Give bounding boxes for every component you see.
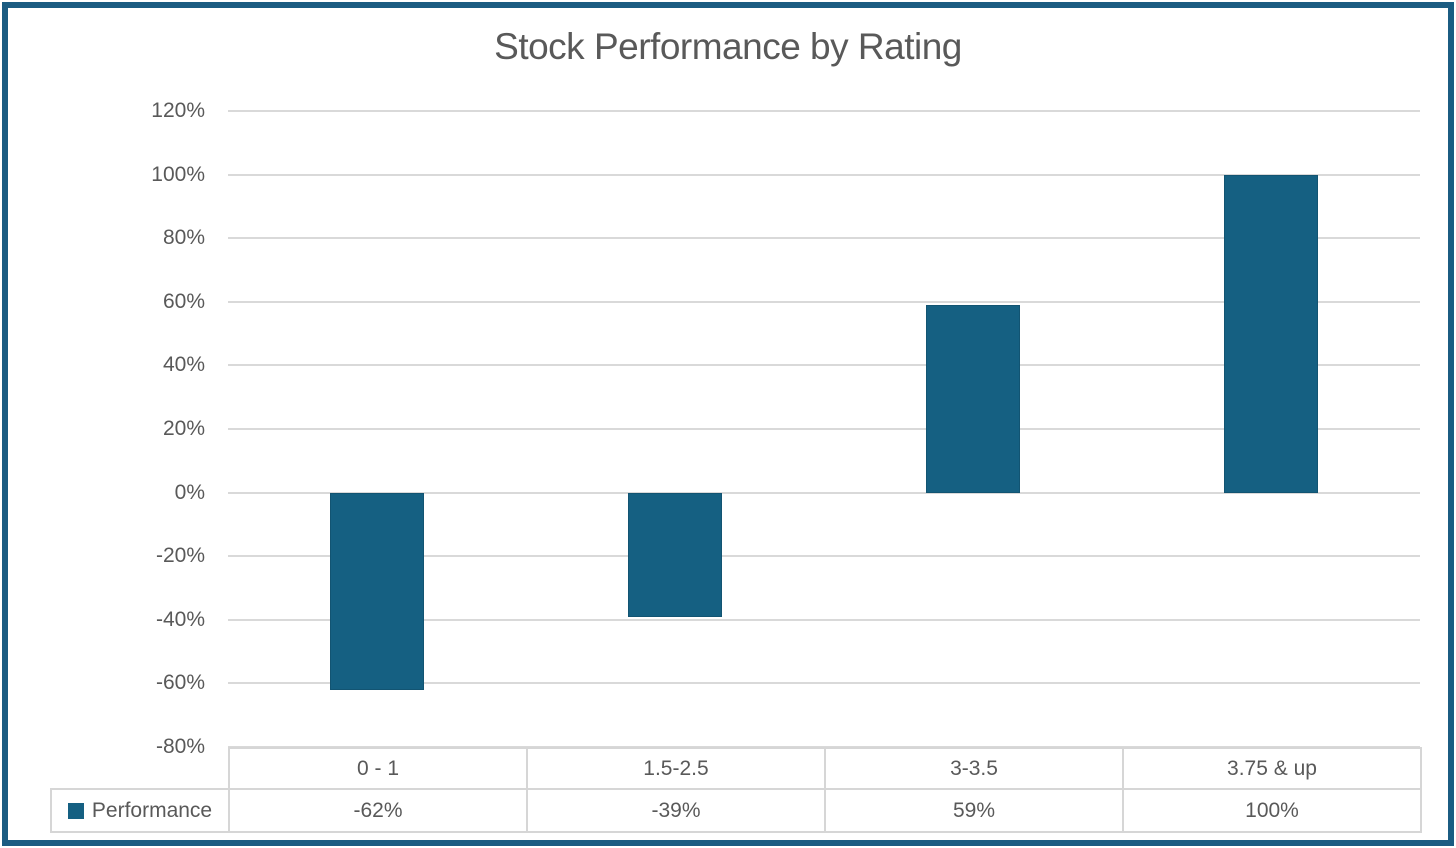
table-value-row: Performance -62% -39% 59% 100% (50, 788, 1422, 833)
category-cell: 0 - 1 (228, 747, 528, 790)
gridline (228, 618, 1420, 621)
y-axis-label: 0% (174, 480, 205, 504)
bar-3-3.5 (926, 304, 1020, 493)
gridline (228, 237, 1420, 240)
y-axis-label: -40% (155, 607, 205, 631)
gridline (228, 173, 1420, 176)
category-cell: 1.5-2.5 (526, 747, 826, 790)
plot-area (228, 110, 1420, 748)
y-axis-label: -80% (155, 735, 205, 758)
y-axis-label: 100% (151, 162, 205, 186)
y-axis-label: 60% (162, 289, 205, 313)
gridline (228, 555, 1420, 558)
legend-cell: Performance (50, 788, 230, 833)
data-table: 0 - 1 1.5-2.5 3-3.5 3.75 & up Performanc… (50, 747, 1422, 833)
gridline (228, 746, 1420, 748)
category-cell: 3-3.5 (824, 747, 1124, 790)
y-axis-label: 80% (162, 226, 205, 250)
table-corner-spacer (51, 748, 229, 789)
legend-color-swatch-icon (67, 802, 84, 819)
gridline (228, 110, 1420, 112)
value-cell: 100% (1122, 788, 1422, 833)
value-cell: -39% (526, 788, 826, 833)
bar-3.75&up (1224, 174, 1318, 493)
gridline (228, 491, 1420, 494)
chart-title: Stock Performance by Rating (494, 26, 962, 67)
gridline (228, 364, 1420, 367)
gridline (228, 682, 1420, 685)
value-cell: -62% (228, 788, 528, 833)
y-axis-label: 20% (162, 417, 205, 440)
y-axis-label: 120% (151, 99, 205, 122)
table-category-row: 0 - 1 1.5-2.5 3-3.5 3.75 & up (51, 747, 1422, 790)
category-cell: 3.75 & up (1122, 747, 1422, 790)
bar-1.5-2.5 (628, 492, 722, 617)
legend-series-label: Performance (91, 798, 213, 822)
bar-0-1 (330, 492, 424, 690)
gridline (228, 300, 1420, 303)
y-axis: 120% 100% 80% 60% 40% 20% 0% -20% -40% -60% -80% (95, 99, 205, 758)
value-cell: 59% (824, 788, 1124, 833)
gridline (228, 428, 1420, 430)
y-axis-label: -20% (155, 544, 205, 568)
y-axis-label: 40% (162, 353, 205, 377)
y-axis-label: -60% (155, 671, 205, 695)
